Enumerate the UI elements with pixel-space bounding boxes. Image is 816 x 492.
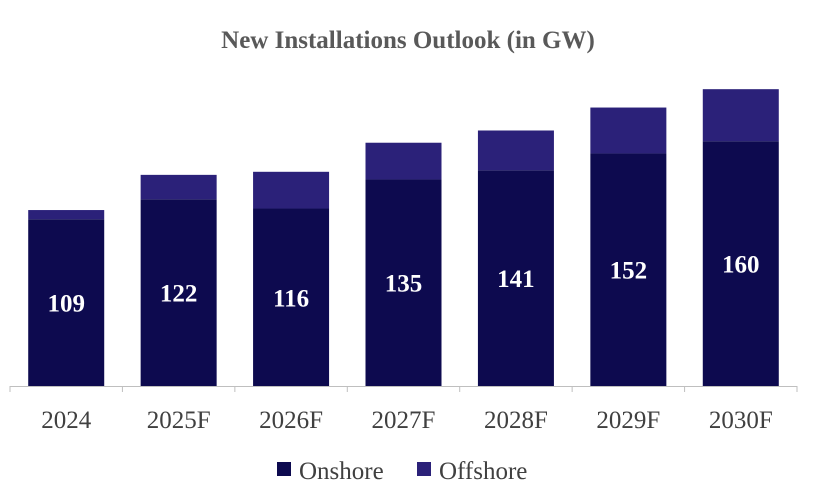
bars-group [28,89,779,386]
data-label-onshore-2030F: 160 [722,252,760,279]
legend-swatch-onshore [277,462,291,476]
x-tick-label-2026F: 2026F [259,407,323,434]
bar-offshore-2025F [140,174,217,200]
x-axis: 2024 2025F 2026F 2027F 2028F 2029F 2030F [9,386,798,434]
x-tick-label-2028F: 2028F [484,407,548,434]
data-label-onshore-2028F: 141 [497,266,535,293]
bar-onshore-2030F [702,141,779,386]
bar-onshore-2024 [28,219,105,386]
x-tick-label-2024: 2024 [41,407,92,434]
bar-offshore-2024 [28,210,105,220]
x-tick-label-2030F: 2030F [709,407,773,434]
bar-onshore-2028F [477,170,554,386]
bar-offshore-2029F [590,107,667,154]
data-label-onshore-2024: 109 [47,291,85,318]
bar-onshore-2027F [365,179,442,386]
bar-onshore-2026F [253,208,330,386]
bar-offshore-2028F [477,130,554,171]
legend-label-onshore: Onshore [299,458,384,485]
data-label-onshore-2029F: 152 [610,258,648,285]
chart-title: New Installations Outlook (in GW) [221,27,595,54]
legend-label-offshore: Offshore [439,458,527,485]
bar-onshore-2025F [140,199,217,386]
bar-offshore-2027F [365,142,442,180]
data-labels-group: 109 122 116 135 141 152 160 [47,252,759,318]
legend: Onshore Offshore [277,458,527,485]
data-label-onshore-2026F: 116 [273,285,309,312]
data-label-onshore-2025F: 122 [160,281,198,308]
x-tick-label-2027F: 2027F [372,407,436,434]
bar-offshore-2030F [702,89,779,142]
bar-offshore-2026F [253,171,330,209]
x-tick-label-2025F: 2025F [147,407,211,434]
legend-swatch-offshore [417,462,431,476]
data-label-onshore-2027F: 135 [385,271,423,298]
bar-onshore-2029F [590,153,667,386]
x-tick-label-2029F: 2029F [596,407,660,434]
